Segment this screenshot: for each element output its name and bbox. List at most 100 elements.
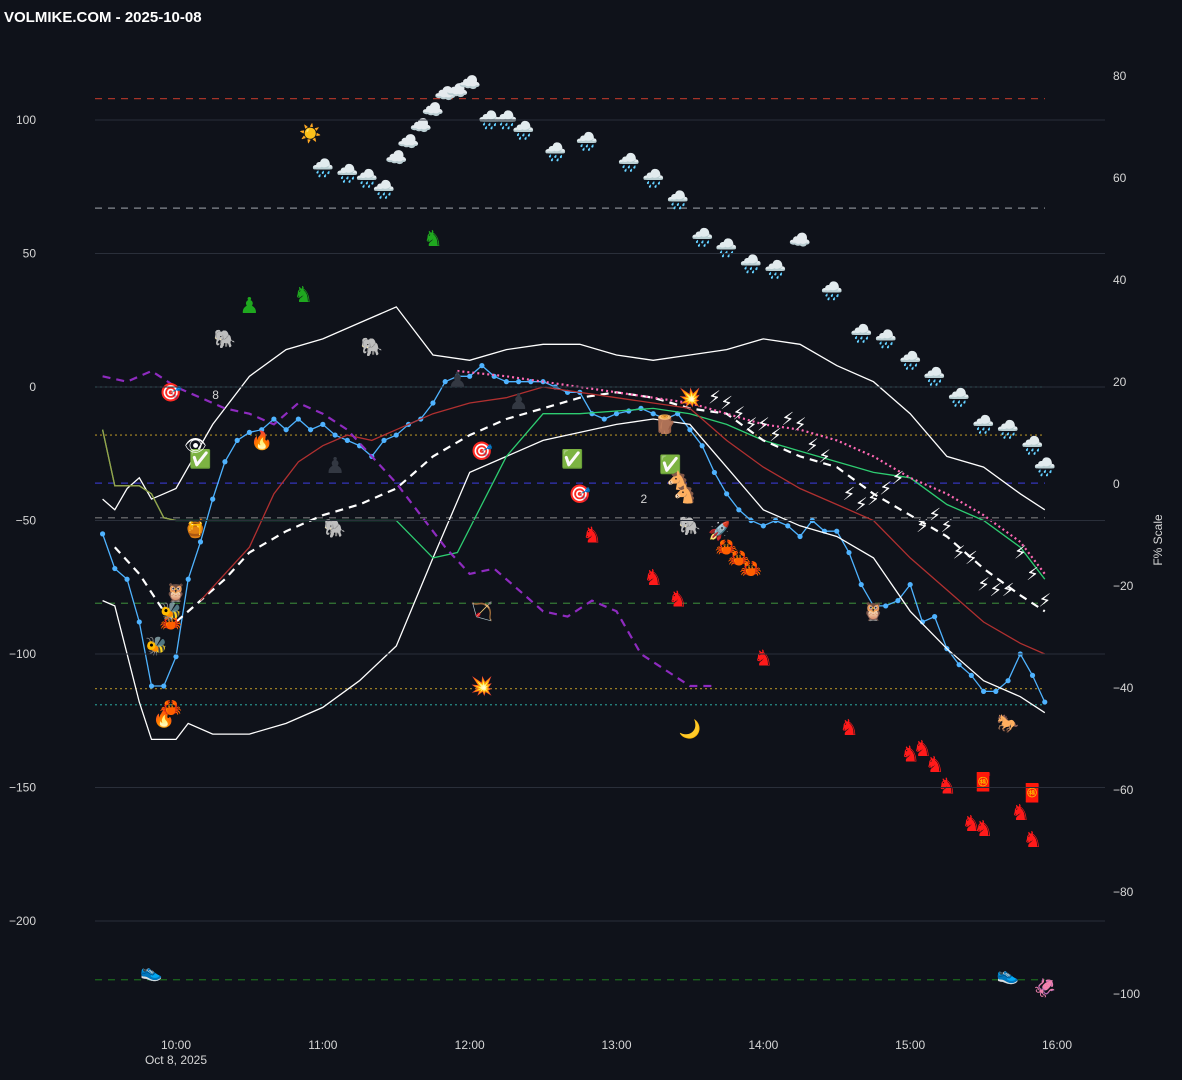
series-group — [99, 306, 1048, 741]
series-line — [113, 391, 1046, 624]
emoji-marker: 🎯 — [160, 382, 182, 403]
emoji-marker: ♟ — [325, 454, 345, 479]
emoji-marker: 🌧️ — [715, 237, 737, 259]
x-tick-label: 16:00 — [1042, 1038, 1072, 1052]
emoji-marker: 🚀 — [708, 520, 730, 542]
emoji-marker: ♟ — [448, 369, 468, 394]
emoji-marker: ⚡ — [892, 468, 905, 489]
emoji-marker: 🦀 — [160, 697, 182, 718]
series-line — [457, 369, 1046, 575]
emoji-marker: 🦀 — [715, 537, 737, 558]
series-point — [785, 523, 791, 529]
y-right-tick-label: 80 — [1113, 69, 1127, 83]
emoji-marker: 🐴 — [666, 469, 688, 491]
y-right-tick-label: −20 — [1113, 579, 1134, 593]
series-point — [454, 373, 461, 379]
series-line — [101, 364, 1046, 703]
series-point — [687, 427, 693, 433]
emoji-marker: 🌧️ — [512, 120, 534, 142]
series-point — [613, 411, 620, 417]
x-tick-label: 14:00 — [748, 1038, 778, 1052]
series-point — [173, 654, 179, 660]
emoji-marker: 🌧️ — [666, 189, 688, 211]
series-point — [736, 507, 742, 513]
emoji-marker: 🐝 — [160, 601, 182, 622]
series-point — [601, 416, 607, 422]
annotation-label: 2 — [641, 492, 648, 506]
y-axis-right: 80 60 40 20 0 −20 −40 −60 −80 −100 — [1113, 69, 1140, 1001]
emoji-marker: ⚡ — [806, 436, 819, 457]
emoji-marker: 🌧️ — [336, 162, 358, 184]
series-point — [467, 373, 473, 379]
emoji-marker: ⚡ — [708, 388, 721, 409]
series-point — [210, 496, 216, 502]
y-left-tick-label: 0 — [29, 380, 36, 394]
emoji-marker: 🌧️ — [1021, 435, 1043, 457]
emoji-marker: ⚡ — [757, 414, 770, 435]
emoji-marker: 🦀 — [728, 548, 750, 569]
series-point — [344, 437, 350, 443]
emoji-marker: ♞ — [974, 817, 994, 842]
series-point — [112, 565, 118, 572]
emoji-marker: 🌧️ — [972, 413, 994, 435]
emoji-marker: ⚡ — [818, 446, 831, 467]
series-point — [846, 549, 852, 556]
emoji-marker: ♞ — [753, 646, 773, 671]
emoji-marker: ⚡ — [1014, 543, 1027, 564]
emoji-marker: ♞ — [839, 716, 859, 741]
emoji-marker: 🌧️ — [691, 226, 713, 248]
x-axis-date-label: Oct 8, 2025 — [145, 1053, 207, 1067]
series-point — [185, 576, 191, 582]
emoji-marker: 🦉 — [165, 583, 187, 604]
series-line — [102, 369, 715, 688]
emoji-marker: 🌧️ — [1034, 456, 1056, 478]
y-right-tick-label: 40 — [1113, 273, 1127, 287]
emoji-marker: ♟ — [509, 390, 529, 415]
series-point — [895, 598, 901, 604]
emoji-marker: ⚡ — [941, 516, 954, 537]
emoji-marker: 🔥 — [153, 707, 175, 729]
emoji-marker: ⚡ — [1002, 580, 1015, 601]
emoji-marker: ⚡ — [843, 484, 856, 505]
emoji-marker: ⚡ — [855, 494, 868, 515]
emoji-marker: ♞ — [913, 737, 933, 762]
series-point — [907, 581, 913, 588]
emoji-marker: ♞ — [925, 753, 945, 778]
emoji-marker: 🧧 — [1021, 782, 1043, 804]
emoji-marker: 🦀 — [740, 559, 762, 580]
emoji-marker: ♞ — [900, 742, 920, 767]
series-point — [724, 491, 730, 497]
emoji-marker: 🌧️ — [356, 168, 378, 190]
emoji-marker: 🦑 — [1034, 977, 1056, 999]
emoji-markers: ☀️🌧️ 🌧️🌧️🌧️☁️☁️☁️☁️☁️☁️☁️🌧️🌧️🌧️🌧️🌧️🌧️🌧️🌧️… — [140, 73, 1056, 999]
y-right-tick-label: 60 — [1113, 171, 1127, 185]
emoji-marker: ⚡ — [769, 425, 782, 446]
x-tick-label: 11:00 — [308, 1038, 337, 1052]
y-right-tick-label: −40 — [1113, 681, 1134, 695]
y-left-tick-label: −200 — [9, 914, 36, 928]
series-line — [101, 429, 177, 522]
emoji-marker: 🌧️ — [899, 349, 921, 371]
emoji-marker: 🌧️ — [997, 419, 1019, 441]
series-point — [234, 437, 240, 443]
series-point — [99, 531, 106, 537]
emoji-marker: 👟 — [997, 964, 1019, 985]
emoji-marker: ♞ — [961, 812, 981, 837]
emoji-marker: ✅ — [561, 448, 583, 470]
emoji-marker: ♞ — [423, 227, 443, 252]
emoji-marker: 🌧️ — [373, 178, 395, 200]
emoji-marker: ♞ — [1023, 828, 1043, 853]
series-point — [332, 432, 338, 438]
emoji-marker: 🏹 — [471, 600, 493, 622]
series-point — [650, 411, 656, 417]
series-point — [956, 662, 962, 668]
emoji-marker: 🐘 — [324, 519, 346, 540]
y-right-tick-label: 20 — [1113, 375, 1127, 389]
emoji-marker: 🌧️ — [618, 152, 640, 174]
series-line — [102, 306, 1046, 511]
y-right-tick-label: −80 — [1113, 885, 1134, 899]
y-right-tick-label: −60 — [1113, 783, 1134, 797]
series-point — [307, 427, 314, 433]
emoji-marker: 🦀 — [160, 612, 182, 633]
